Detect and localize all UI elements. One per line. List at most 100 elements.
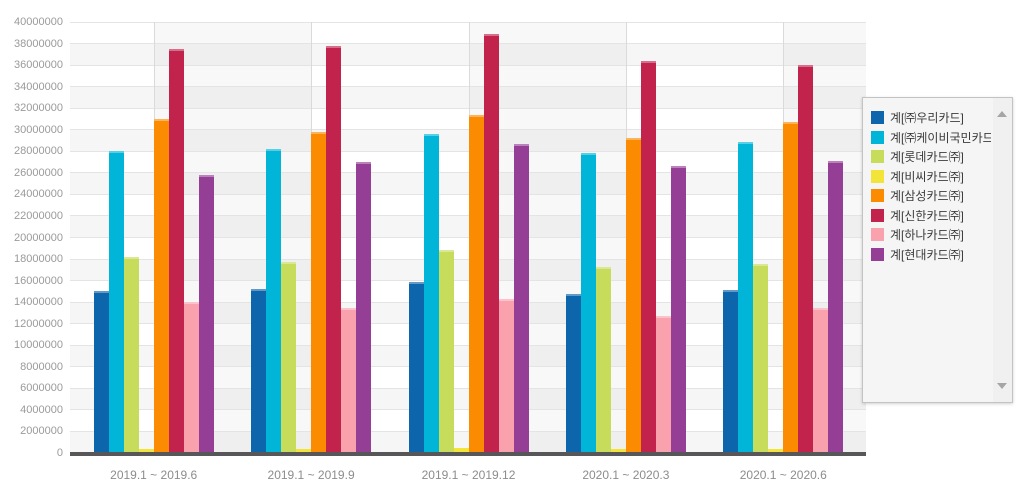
bar-series4-cat4[interactable] [783, 122, 799, 453]
bar-series5-cat0[interactable] [168, 48, 184, 453]
bar-top-highlight [670, 166, 686, 169]
legend-label: 계[하나카드㈜] [890, 228, 964, 243]
y-gridline [70, 43, 866, 45]
bar-series2-cat2[interactable] [438, 250, 454, 453]
y-gridline [70, 344, 866, 346]
bar-series5-cat2[interactable] [483, 33, 499, 453]
legend-item-3[interactable]: 계[비씨카드㈜] [871, 167, 991, 187]
bar-series0-cat0[interactable] [93, 291, 109, 453]
bar-series6-cat0[interactable] [183, 302, 199, 453]
y-tick-label: 2000000 [20, 425, 63, 438]
bar-top-highlight [655, 316, 671, 319]
legend-label: 계[현대카드㈜] [890, 247, 964, 262]
bar-series3-cat2[interactable] [453, 448, 469, 453]
bar-series7-cat2[interactable] [513, 143, 529, 453]
bar-series0-cat1[interactable] [251, 289, 267, 453]
bar-series2-cat0[interactable] [123, 256, 139, 453]
y-gridline [70, 323, 866, 325]
y-tick-label: 16000000 [14, 274, 63, 287]
y-gridline [70, 430, 866, 432]
bar-series2-cat3[interactable] [595, 266, 611, 453]
bar-top-highlight [168, 48, 184, 51]
legend-swatch-icon [871, 130, 884, 144]
bar-series5-cat1[interactable] [326, 45, 342, 453]
legend-swatch-icon [871, 208, 884, 222]
legend-item-2[interactable]: 계[롯데카드㈜] [871, 147, 991, 167]
legend-item-5[interactable]: 계[신한카드㈜] [871, 206, 991, 226]
bar-series5-cat3[interactable] [640, 60, 656, 453]
scroll-down-icon[interactable] [997, 383, 1007, 389]
bar-series4-cat2[interactable] [468, 114, 484, 453]
bar-top-highlight [281, 262, 297, 265]
scroll-up-icon[interactable] [997, 111, 1007, 117]
bar-series3-cat3[interactable] [610, 448, 626, 453]
bar-series0-cat3[interactable] [565, 293, 581, 453]
y-tick-label: 18000000 [14, 253, 63, 266]
bar-top-highlight [266, 149, 282, 152]
bar-series2-cat4[interactable] [753, 264, 769, 453]
y-tick-label: 32000000 [14, 102, 63, 115]
bar-series7-cat1[interactable] [356, 162, 372, 453]
bar-series6-cat2[interactable] [498, 298, 514, 453]
y-gridline [70, 366, 866, 368]
bar-series7-cat4[interactable] [828, 160, 844, 453]
y-tick-label: 10000000 [14, 339, 63, 352]
y-tick-label: 40000000 [14, 16, 63, 28]
legend-label: 계[㈜케이비국민카드] [890, 130, 991, 145]
bar-top-highlight [311, 131, 327, 134]
bar-series1-cat4[interactable] [738, 141, 754, 453]
y-tick-label: 22000000 [14, 209, 63, 222]
bar-series6-cat1[interactable] [341, 307, 357, 453]
bar-series0-cat2[interactable] [408, 281, 424, 453]
bar-series6-cat3[interactable] [655, 316, 671, 453]
bar-series2-cat1[interactable] [281, 262, 297, 453]
bar-series1-cat3[interactable] [580, 153, 596, 453]
y-gridline [70, 129, 866, 131]
y-tick-label: 20000000 [14, 231, 63, 244]
legend-item-6[interactable]: 계[하나카드㈜] [871, 225, 991, 245]
bar-top-highlight [108, 151, 124, 154]
y-tick-label: 38000000 [14, 37, 63, 50]
bar-series7-cat3[interactable] [670, 166, 686, 453]
x-tick-label: 2019.1 ~ 2019.12 [421, 468, 516, 482]
bar-top-highlight [723, 290, 739, 293]
bar-top-highlight [341, 307, 357, 310]
legend-swatch-icon [871, 228, 884, 242]
bar-series3-cat4[interactable] [768, 448, 784, 453]
y-gridline [70, 280, 866, 282]
y-tick-label: 34000000 [14, 80, 63, 93]
bar-series5-cat4[interactable] [798, 65, 814, 453]
bar-series3-cat1[interactable] [296, 448, 312, 453]
y-tick-label: 4000000 [20, 403, 63, 416]
y-tick-label: 8000000 [20, 360, 63, 373]
legend-item-4[interactable]: 계[삼성카드㈜] [871, 186, 991, 206]
bar-series4-cat3[interactable] [625, 138, 641, 453]
bar-top-highlight [753, 264, 769, 267]
bar-top-highlight [123, 256, 139, 259]
legend-label: 계[롯데카드㈜] [890, 150, 964, 165]
legend-item-7[interactable]: 계[현대카드㈜] [871, 245, 991, 265]
bar-series0-cat4[interactable] [723, 290, 739, 453]
y-tick-label: 14000000 [14, 296, 63, 309]
bar-series1-cat2[interactable] [423, 134, 439, 453]
bar-top-highlight [251, 289, 267, 292]
y-gridline [70, 215, 866, 217]
bar-top-highlight [93, 291, 109, 294]
bar-series1-cat0[interactable] [108, 151, 124, 453]
bar-series7-cat0[interactable] [198, 175, 214, 453]
bar-top-highlight [625, 138, 641, 141]
legend-item-1[interactable]: 계[㈜케이비국민카드] [871, 128, 991, 148]
legend-scrollbar[interactable] [993, 98, 1012, 402]
y-gridline [70, 237, 866, 238]
bar-top-highlight [326, 45, 342, 48]
bar-top-highlight [198, 175, 214, 177]
bar-series6-cat4[interactable] [813, 307, 829, 453]
bar-series1-cat1[interactable] [266, 149, 282, 453]
bar-series4-cat1[interactable] [311, 131, 327, 453]
bar-series3-cat0[interactable] [138, 448, 154, 453]
legend-swatch-icon [871, 111, 884, 125]
bar-series4-cat0[interactable] [153, 118, 169, 453]
legend-items: 계[㈜우리카드] 계[㈜케이비국민카드] 계[롯데카드㈜] 계[비씨카드㈜] 계[삼성카… [871, 108, 991, 264]
legend-item-0[interactable]: 계[㈜우리카드] [871, 108, 991, 128]
